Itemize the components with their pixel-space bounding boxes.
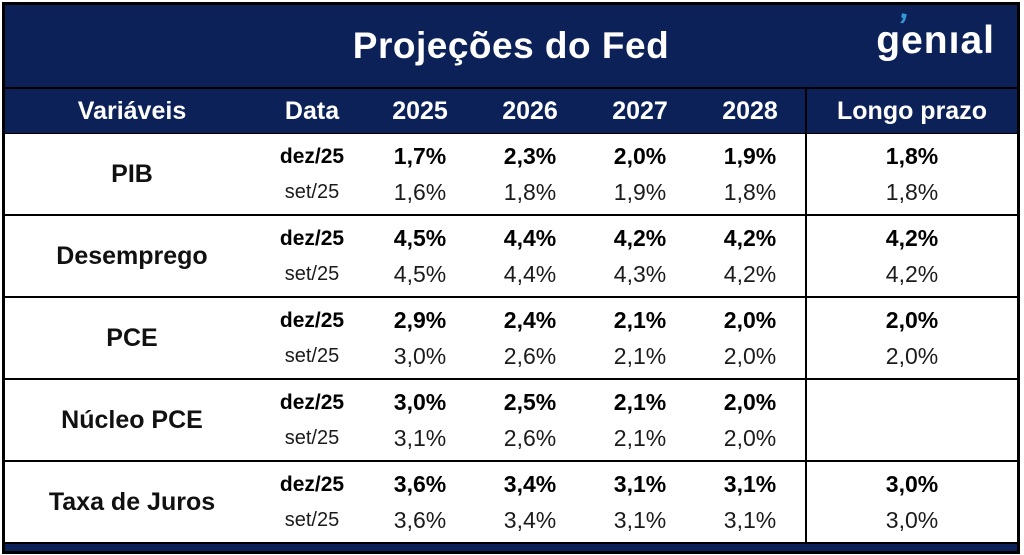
long-term-value-empty <box>805 380 1017 425</box>
table-body: PIB dez/25 1,7% 2,3% 2,0% 1,9% 1,8% set/… <box>5 134 1017 542</box>
value-cell: 4,5% <box>393 225 447 252</box>
value-cell: 3,6% <box>393 471 447 498</box>
value-cell: 2,1% <box>613 389 667 416</box>
column-header-2025: 2025 <box>392 97 448 125</box>
value-cell: 2,1% <box>613 424 667 451</box>
value-cell: 2,0% <box>723 389 777 416</box>
variable-name: PCE <box>106 324 158 352</box>
value-cell: 3,4% <box>503 506 557 533</box>
long-term-value: 4,2% <box>805 251 1017 296</box>
page-title: Projeções do Fed <box>352 25 670 66</box>
table-row-pce: PCE dez/25 2,9% 2,4% 2,1% 2,0% 2,0% set/… <box>5 296 1017 378</box>
variable-name: Desemprego <box>56 242 208 270</box>
long-term-value: 3,0% <box>805 462 1017 507</box>
table-row-pib: PIB dez/25 1,7% 2,3% 2,0% 1,9% 1,8% set/… <box>5 134 1017 214</box>
variable-name: Núcleo PCE <box>61 406 203 434</box>
long-term-value: 1,8% <box>805 134 1017 179</box>
value-cell: 4,2% <box>723 225 777 252</box>
value-cell: 3,1% <box>613 471 667 498</box>
value-cell: 2,3% <box>503 143 557 170</box>
value-cell: 2,5% <box>503 389 557 416</box>
value-cell: 4,4% <box>503 260 557 287</box>
variable-name: Taxa de Juros <box>48 488 216 516</box>
value-cell: 3,0% <box>393 342 447 369</box>
long-term-value: 3,0% <box>805 497 1017 542</box>
value-cell: 1,8% <box>503 178 557 205</box>
date-label: dez/25 <box>279 308 345 332</box>
genial-logo-text: genıal <box>876 19 995 62</box>
date-label: set/25 <box>284 426 340 449</box>
value-cell: 3,6% <box>393 506 447 533</box>
date-label: set/25 <box>284 508 340 531</box>
value-cell: 3,1% <box>723 506 777 533</box>
value-cell: 2,9% <box>393 307 447 334</box>
long-term-value: 2,0% <box>805 298 1017 343</box>
value-cell: 1,8% <box>723 178 777 205</box>
value-cell: 4,2% <box>613 225 667 252</box>
value-cell: 2,0% <box>723 307 777 334</box>
column-header-variaveis: Variáveis <box>77 97 187 125</box>
table-row-nucleo-pce: Núcleo PCE dez/25 3,0% 2,5% 2,1% 2,0% se… <box>5 378 1017 460</box>
long-term-value-empty <box>805 415 1017 460</box>
value-cell: 4,3% <box>613 260 667 287</box>
long-term-value: 2,0% <box>805 333 1017 378</box>
value-cell: 1,9% <box>723 143 777 170</box>
date-label: dez/25 <box>279 226 345 250</box>
variable-name: PIB <box>111 160 153 188</box>
column-header-2027: 2027 <box>612 97 668 125</box>
long-term-value: 4,2% <box>805 216 1017 261</box>
table-row-desemprego: Desemprego dez/25 4,5% 4,4% 4,2% 4,2% 4,… <box>5 214 1017 296</box>
value-cell: 2,6% <box>503 342 557 369</box>
column-header-2026: 2026 <box>502 97 558 125</box>
date-label: set/25 <box>284 344 340 367</box>
value-cell: 2,4% <box>503 307 557 334</box>
value-cell: 3,1% <box>613 506 667 533</box>
genial-logo: genıal ’ <box>876 6 995 62</box>
date-label: dez/25 <box>279 144 345 168</box>
column-header-data: Data <box>284 97 340 125</box>
value-cell: 4,4% <box>503 225 557 252</box>
value-cell: 3,1% <box>393 424 447 451</box>
bottom-bar <box>5 542 1017 551</box>
date-label: set/25 <box>284 262 340 285</box>
value-cell: 3,0% <box>393 389 447 416</box>
value-cell: 1,6% <box>393 178 447 205</box>
value-cell: 2,6% <box>503 424 557 451</box>
date-label: dez/25 <box>279 472 345 496</box>
date-label: dez/25 <box>279 390 345 414</box>
column-header-2028: 2028 <box>722 97 778 125</box>
title-band: Projeções do Fed genıal ’ <box>5 5 1017 89</box>
value-cell: 2,1% <box>613 307 667 334</box>
value-cell: 2,0% <box>723 424 777 451</box>
value-cell: 4,2% <box>723 260 777 287</box>
value-cell: 2,1% <box>613 342 667 369</box>
value-cell: 2,0% <box>723 342 777 369</box>
value-cell: 1,7% <box>393 143 447 170</box>
column-header-longo-prazo: Longo prazo <box>805 89 1017 133</box>
value-cell: 1,9% <box>613 178 667 205</box>
table-row-taxa-de-juros: Taxa de Juros dez/25 3,6% 3,4% 3,1% 3,1%… <box>5 460 1017 542</box>
value-cell: 3,1% <box>723 471 777 498</box>
value-cell: 3,4% <box>503 471 557 498</box>
column-header-row: Variáveis Data 2025 2026 2027 2028 Longo… <box>5 89 1017 134</box>
long-term-value: 1,8% <box>805 169 1017 214</box>
date-label: set/25 <box>284 180 340 203</box>
value-cell: 2,0% <box>613 143 667 170</box>
value-cell: 4,5% <box>393 260 447 287</box>
